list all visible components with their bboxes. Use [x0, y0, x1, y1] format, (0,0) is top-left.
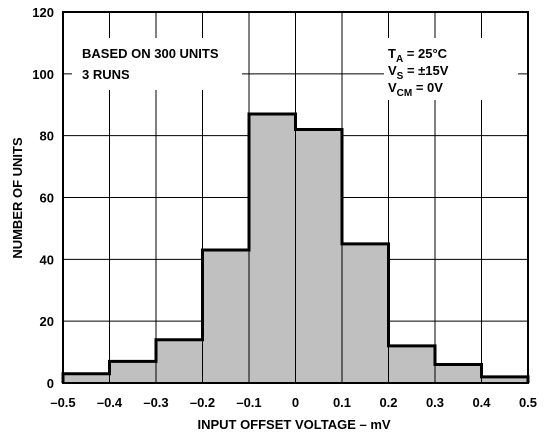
x-tick-label: 0.2 — [379, 395, 397, 410]
y-tick-label: 60 — [40, 191, 54, 206]
y-tick-label: 40 — [40, 252, 54, 267]
x-tick-labels: –0.5 –0.4 –0.3 –0.2 –0.1 0 0.1 0.2 0.3 0.4 0.5 — [50, 395, 537, 410]
bar-3 — [202, 249, 250, 384]
bar-4 — [248, 113, 296, 384]
y-tick-labels: 0 20 40 60 80 100 120 — [32, 5, 54, 391]
plot-frame — [62, 11, 529, 384]
histogram-outline — [61, 112, 530, 383]
annotation-vcm: VCM = 0V — [388, 80, 443, 99]
annotation-ta: TA = 25°C — [388, 46, 448, 65]
x-tick-label: –0.5 — [50, 395, 75, 410]
y-tick-label: 100 — [32, 67, 54, 82]
x-axis-label: INPUT OFFSET VOLTAGE – mV — [197, 417, 390, 432]
bar-7 — [388, 345, 436, 384]
y-tick-label: 20 — [40, 314, 54, 329]
bar-1 — [109, 360, 157, 384]
x-tick-label: 0.3 — [426, 395, 444, 410]
y-tick-label: 0 — [47, 376, 54, 391]
x-tick-label: –0.3 — [143, 395, 168, 410]
x-tick-label: –0.4 — [97, 395, 123, 410]
x-tick-label: –0.1 — [236, 395, 261, 410]
bar-8 — [434, 363, 482, 384]
x-tick-label: 0.5 — [519, 395, 537, 410]
bar-6 — [341, 243, 389, 384]
annotation-right: TA = 25°C VS = ±15V VCM = 0V — [384, 38, 518, 100]
x-tick-label: –0.2 — [190, 395, 215, 410]
annotation-line-1: BASED ON 300 UNITS — [82, 46, 219, 61]
y-tick-label: 120 — [32, 5, 54, 20]
histogram-bars — [62, 113, 529, 384]
bar-5 — [295, 128, 343, 384]
y-tick-label: 80 — [40, 129, 54, 144]
annotation-left: BASED ON 300 UNITS 3 RUNS — [72, 38, 242, 90]
x-tick-label: 0 — [292, 395, 299, 410]
annotation-vs: VS = ±15V — [388, 63, 449, 82]
x-tick-label: 0.4 — [472, 395, 491, 410]
annotation-line-2: 3 RUNS — [82, 67, 130, 82]
y-axis-label: NUMBER OF UNITS — [10, 137, 25, 259]
x-tick-label: 0.1 — [333, 395, 351, 410]
histogram-outline-group — [61, 112, 530, 383]
bar-2 — [155, 339, 203, 384]
